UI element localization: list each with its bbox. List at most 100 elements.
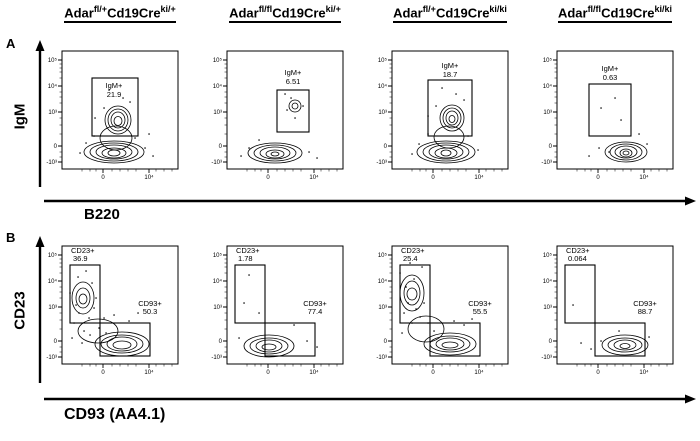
y-axis-label-igm: IgM [11,103,29,130]
cre-allele-sup: ki/+ [325,4,341,14]
cd93-arrowhead [685,394,696,404]
major-ticks [58,254,150,368]
flow-plot-a4: 10⁵ 10⁴ 10³ 0 -10³ 0 10⁴ IgM+ 0.63 [529,48,679,190]
y-tick-label: 0 [384,339,388,345]
y-tick-label: -10³ [376,160,387,166]
gate-percent: 1.78 [238,254,253,263]
b-cell-population-contours [247,99,303,164]
cd23-positive-gate [564,264,596,324]
y-tick-label: -10³ [211,160,222,166]
y-tick-label: 10⁵ [378,57,388,64]
b-cell-population-contours [416,104,476,164]
gene-allele-sup: fl/+ [93,4,108,14]
y-tick-label: 10³ [213,305,222,311]
flow-plot-b2: 10⁵ 10⁴ 10³ 0 -10³ 0 10⁴ CD23+ 1.78 CD93… [199,243,349,385]
y-tick-label: 0 [549,339,553,345]
gene-name: Adar [557,5,588,21]
major-ticks [388,254,480,368]
x-tick-label: 10⁴ [639,369,649,376]
cre-allele-sup: ki/ki [489,4,507,14]
major-ticks [553,59,645,173]
gate-percent: 77.4 [308,307,323,316]
y-tick-label: 10³ [378,110,387,116]
gate-percent: 6.51 [286,77,301,86]
flow-plot-b1: 10⁵ 10⁴ 10³ 0 -10³ 0 10⁴ CD23+ 36.9 CD93… [34,243,184,385]
y-tick-label: 10⁴ [48,83,58,90]
b-cell-population-contours [399,274,477,356]
cre-name: Cd19Cre [272,5,326,21]
b-cell-population-contours [604,141,648,163]
y-tick-label: -10³ [46,355,57,361]
x-tick-label: 10⁴ [309,369,319,376]
x-tick-label: 0 [596,175,600,181]
x-tick-label: 10⁴ [309,174,319,181]
gene-name: Adar [64,5,94,21]
scatter-dots [411,87,479,155]
y-tick-label: 10⁴ [543,83,553,90]
y-axis-label-cd23: CD23 [11,291,29,330]
cd93-positive-gate [594,322,646,357]
y-tick-label: 10⁴ [213,83,223,90]
flow-plot-a2: 10⁵ 10⁴ 10³ 0 -10³ 0 10⁴ IgM+ 6.51 [199,48,349,190]
y-tick-label: 10³ [48,305,57,311]
gate-label: IgM+ [106,81,124,90]
x-tick-label: 10⁴ [144,174,154,181]
y-tick-label: -10³ [46,160,57,166]
y-tick-label: -10³ [541,355,552,361]
b-cell-population-contours [601,334,649,356]
gene-allele-sup: fl/fl [587,4,602,14]
x-tick-label: 10⁴ [474,369,484,376]
igm-positive-gate [91,77,139,137]
b220-arrowhead [685,196,696,206]
b-cell-population-contours [71,281,150,357]
y-tick-label: 10⁵ [543,57,553,64]
minor-ticks [59,63,173,172]
y-tick-label: 10³ [543,305,552,311]
y-tick-label: 0 [384,144,388,150]
minor-ticks [389,258,503,367]
gate-label: CD93+ [303,299,327,308]
gate-label: IgM+ [285,68,303,77]
scatter-dots [240,93,318,159]
y-tick-label: 10³ [543,110,552,116]
cd23-positive-gate [69,264,101,324]
igm-positive-gate [588,83,632,137]
gate-percent: 18.7 [443,70,458,79]
y-tick-label: 10³ [213,110,222,116]
panel-b-label: B [6,230,16,245]
major-ticks [388,59,480,173]
x-tick-label: 10⁴ [474,174,484,181]
cd23-positive-gate [399,264,431,324]
scatter-dots [238,274,318,348]
b-cell-population-contours [243,334,295,358]
cd93-positive-gate [264,322,316,357]
y-tick-label: 0 [54,339,58,345]
cd23-positive-gate [234,264,266,324]
y-tick-label: 0 [219,339,223,345]
gene-name: Adar [393,5,423,21]
minor-ticks [224,258,338,367]
gate-percent: 55.5 [473,307,488,316]
x-tick-label: 0 [431,175,435,181]
column-header-1: Adarfl/+Cd19Creki/+ [40,4,200,24]
cre-name: Cd19Cre [107,5,161,21]
x-tick-label: 0 [266,175,270,181]
panel-a-label: A [6,36,16,51]
major-ticks [223,254,315,368]
y-tick-label: 0 [219,144,223,150]
plot-frame [61,50,179,170]
gate-label: CD93+ [468,299,492,308]
y-tick-label: 0 [54,144,58,150]
y-tick-label: 10⁵ [48,57,58,64]
igm-positive-gate [276,89,310,133]
gate-percent: 50.3 [143,307,158,316]
gate-label: IgM+ [442,61,460,70]
y-tick-label: 10⁴ [543,278,553,285]
y-tick-label: -10³ [541,160,552,166]
y-tick-label: 10⁴ [213,278,223,285]
flow-plot-b4: 10⁵ 10⁴ 10³ 0 -10³ 0 10⁴ CD23+ 0.064 CD9… [529,243,679,385]
minor-ticks [554,258,668,367]
x-tick-label: 0 [266,370,270,376]
major-ticks [58,59,150,173]
x-tick-label: 10⁴ [639,174,649,181]
